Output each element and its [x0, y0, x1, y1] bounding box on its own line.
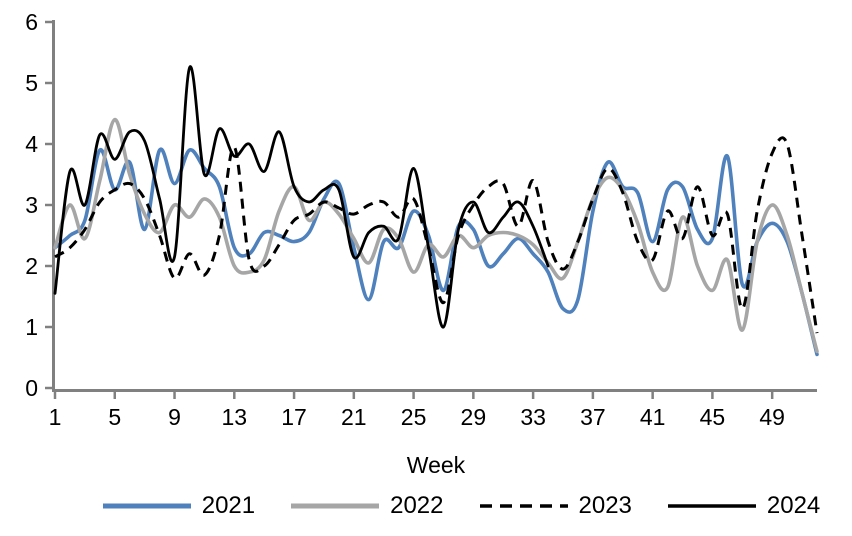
y-tick-label: 0 [25, 375, 38, 401]
x-axis-title: Week [406, 452, 466, 478]
series-line-2021 [53, 147, 819, 357]
series-line-2022 [53, 117, 819, 354]
x-tick-label: 17 [281, 404, 307, 430]
x-tick-label: 49 [759, 404, 785, 430]
legend-swatch-2024 [667, 504, 756, 508]
x-tick-label: 21 [341, 404, 367, 430]
legend-label: 2023 [578, 492, 632, 519]
x-tick-label: 13 [221, 404, 247, 430]
y-tick-label: 6 [25, 9, 38, 35]
x-tick-label: 29 [461, 404, 487, 430]
series-line-2024 [53, 65, 550, 329]
x-tick-label: 37 [580, 404, 606, 430]
legend-swatch-2021 [102, 503, 191, 509]
legend-item-2024: 2024 [667, 492, 820, 520]
x-tick-label: 1 [49, 404, 62, 430]
y-tick-label: 1 [25, 314, 38, 340]
x-tick-label: 5 [108, 404, 121, 430]
y-tick-label: 5 [25, 70, 38, 96]
legend-item-2022: 2022 [290, 492, 444, 520]
legend-label: 2022 [390, 492, 444, 519]
x-tick-label: 33 [520, 404, 546, 430]
legend-item-2021: 2021 [102, 492, 255, 520]
legend-item-2023: 2023 [479, 492, 632, 520]
y-tick-label: 3 [25, 192, 38, 218]
x-tick-label: 45 [700, 404, 726, 430]
chart-legend: 2021 2022 2023 2024 [70, 491, 852, 521]
series-line-2023 [54, 136, 819, 334]
legend-swatch-2022 [291, 503, 380, 509]
x-tick-label: 9 [168, 404, 181, 430]
legend-label: 2021 [201, 492, 256, 519]
y-tick-label: 2 [25, 253, 38, 279]
legend-swatch-2023 [479, 504, 568, 508]
x-tick-label: 25 [401, 404, 427, 430]
x-tick-label: 41 [640, 404, 666, 430]
legend-label: 2024 [766, 492, 821, 519]
y-tick-label: 4 [25, 131, 38, 157]
